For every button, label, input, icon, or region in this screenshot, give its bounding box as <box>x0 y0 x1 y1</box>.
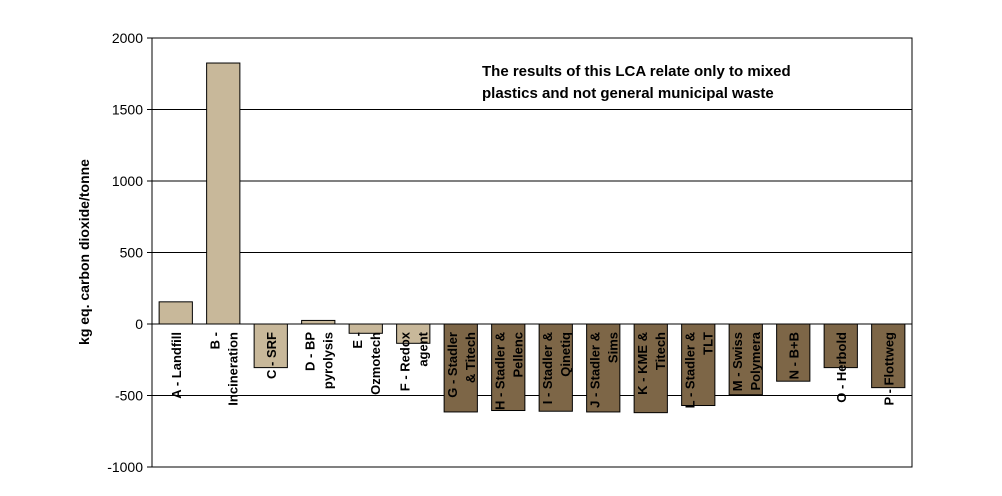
category-label: H - Stadler & <box>492 332 507 410</box>
category-label: B - <box>207 332 222 349</box>
annotation-line-1: The results of this LCA relate only to m… <box>482 63 791 80</box>
category-label: F - Redox <box>397 331 412 391</box>
category-label: O - Herbold <box>834 332 849 403</box>
category-label: J - Stadler & <box>587 332 602 408</box>
category-label: TLT <box>700 332 715 355</box>
category-label: Sims <box>605 332 620 363</box>
category-label: Titech <box>653 332 668 370</box>
category-label: Qinetiq <box>558 332 573 377</box>
bar <box>491 323 526 412</box>
y-tick-label: -500 <box>115 388 143 404</box>
category-label: Polymera <box>748 331 763 390</box>
annotation-line-2: plastics and not general municipal waste <box>482 85 774 102</box>
bars <box>158 62 906 414</box>
category-label: pyrolysis <box>320 332 335 389</box>
y-axis-label: kg eq. carbon dioxide/tonne <box>76 159 92 345</box>
category-label: L - Stadler & <box>682 332 697 408</box>
annotation: The results of this LCA relate only to m… <box>482 63 791 102</box>
bar <box>681 323 716 407</box>
category-label: Incineration <box>225 332 240 406</box>
y-tick-label: 1500 <box>112 102 143 118</box>
bar <box>158 301 193 325</box>
bar <box>776 323 811 382</box>
category-label: Pellenc <box>510 332 525 378</box>
bar <box>443 323 478 413</box>
category-label: E - <box>350 332 365 349</box>
y-tick-label: 2000 <box>112 30 143 46</box>
category-labels: A - Landfill B - Incineration C - SRF D - BP… <box>169 331 897 410</box>
bar <box>728 323 763 396</box>
bar <box>348 323 383 334</box>
bar <box>633 323 668 414</box>
category-label: D - BP <box>302 332 317 371</box>
bar <box>586 323 621 413</box>
bar <box>823 323 858 369</box>
category-label: G - Stadler <box>445 332 460 398</box>
category-label: K - KME & <box>635 332 650 395</box>
y-tick-label: -1000 <box>107 459 143 475</box>
bar <box>253 323 288 369</box>
bar <box>396 323 431 344</box>
category-label: P - Flottweg <box>881 332 896 405</box>
category-label: Ozmotech <box>368 332 383 395</box>
category-label: M - Swiss <box>730 332 745 391</box>
category-label: & Titech <box>463 332 478 383</box>
category-label: I - Stadler & <box>540 332 555 404</box>
y-tick-label: 500 <box>120 245 144 261</box>
category-label: agent <box>415 331 430 366</box>
bar <box>206 62 241 325</box>
y-tick-label: 1000 <box>112 173 143 189</box>
y-axis-ticks: 2000 1500 1000 500 0 -500 -1000 <box>107 30 152 475</box>
bar <box>871 323 906 389</box>
category-label: C - SRF <box>264 332 279 379</box>
category-label: A - Landfill <box>169 332 184 399</box>
bar <box>301 319 336 325</box>
y-tick-label: 0 <box>135 316 143 332</box>
category-label: N - B+B <box>786 332 801 379</box>
bar <box>538 323 573 412</box>
